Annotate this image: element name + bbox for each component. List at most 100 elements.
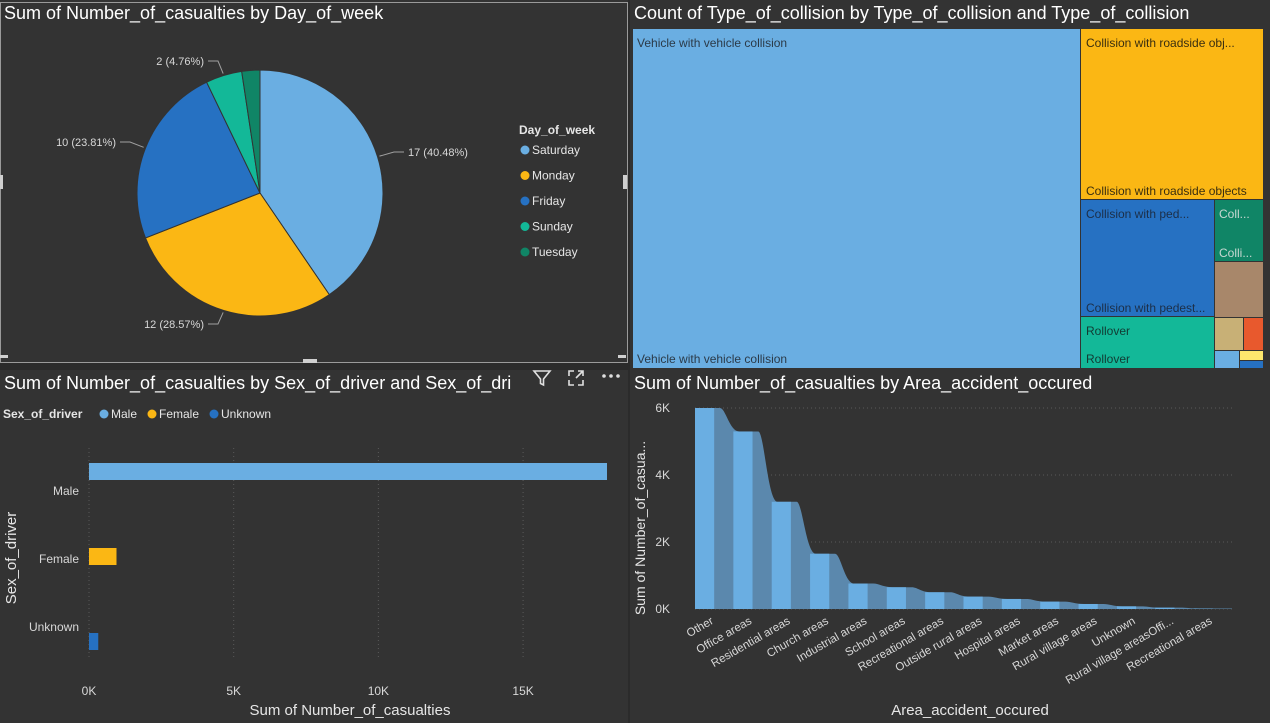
pie-legend-title: Day_of_week bbox=[519, 123, 595, 137]
treemap-label: Collision with roadside objects bbox=[1086, 184, 1247, 198]
focus-mode-icon[interactable] bbox=[566, 368, 586, 393]
bar-x-tick: 15K bbox=[512, 684, 533, 698]
treemap-tile-vehicle[interactable] bbox=[633, 29, 1080, 368]
pie-data-label: 2 (4.76%) bbox=[156, 56, 204, 68]
pie-legend-item[interactable]: Friday bbox=[532, 194, 565, 208]
legend-marker bbox=[99, 409, 109, 419]
bar-legend-item[interactable]: Female bbox=[159, 407, 199, 421]
treemap-tile-pedestrian[interactable] bbox=[1081, 200, 1214, 316]
pie-data-label: 10 (23.81%) bbox=[56, 137, 116, 149]
treemap-label: Colli... bbox=[1219, 246, 1252, 260]
treemap-label: Rollover bbox=[1086, 352, 1130, 366]
treemap-tile-tan[interactable] bbox=[1215, 318, 1243, 350]
pie-leader-line bbox=[379, 151, 404, 157]
legend-marker bbox=[209, 409, 219, 419]
treemap-tile-orange[interactable] bbox=[1244, 318, 1263, 350]
bar-legend-title: Sex_of_driver bbox=[3, 407, 83, 421]
filter-icon[interactable] bbox=[532, 368, 552, 393]
area-chart-panel[interactable]: Sum of Number_of_casualties by Area_acci… bbox=[630, 370, 1270, 723]
area-y-tick: 2K bbox=[655, 535, 670, 549]
area-column[interactable] bbox=[963, 596, 983, 609]
area-column[interactable] bbox=[886, 587, 906, 609]
pie-slice-friday[interactable] bbox=[136, 81, 261, 239]
pie-legend-item[interactable]: Monday bbox=[532, 169, 575, 183]
pie-chart: 17 (40.48%) 12 (28.57%) 10 (23.81%) 2 (4.76… bbox=[56, 56, 595, 331]
resize-handle[interactable] bbox=[303, 359, 317, 363]
area-column[interactable] bbox=[1155, 607, 1175, 609]
legend-marker bbox=[520, 171, 530, 180]
resize-handle[interactable] bbox=[0, 175, 3, 189]
pie-legend-item[interactable]: Tuesday bbox=[532, 245, 578, 259]
bar-male[interactable] bbox=[89, 463, 607, 480]
bar-unknown[interactable] bbox=[89, 633, 99, 650]
treemap-chart: Vehicle with vehicle collision Vehicle w… bbox=[633, 29, 1263, 368]
treemap-label: Collision with ped... bbox=[1086, 207, 1189, 221]
area-column[interactable] bbox=[1001, 598, 1022, 609]
area-column[interactable] bbox=[1040, 601, 1060, 609]
treemap-title: Count of Type_of_collision by Type_of_co… bbox=[634, 3, 1190, 23]
bar-chart: Sex_of_driver Male Female Unknown 0K 5K 10K 15K… bbox=[3, 407, 607, 719]
legend-marker bbox=[520, 222, 530, 231]
treemap-tile-tiny-blue[interactable] bbox=[1240, 361, 1263, 368]
bar-y-tick: Female bbox=[39, 552, 79, 566]
pie-slice-monday[interactable] bbox=[144, 192, 330, 317]
area-column[interactable] bbox=[810, 553, 830, 609]
treemap-label: Coll... bbox=[1219, 207, 1250, 221]
treemap-tile-small-blue[interactable] bbox=[1215, 351, 1239, 368]
bar-y-axis-label: Sex_of_driver bbox=[3, 512, 20, 605]
area-column[interactable] bbox=[848, 583, 868, 609]
area-column[interactable] bbox=[1193, 608, 1213, 609]
treemap-tile-rollover[interactable] bbox=[1081, 317, 1214, 368]
area-y-tick: 6K bbox=[655, 401, 670, 415]
area-y-tick: 0K bbox=[655, 602, 670, 616]
area-column[interactable] bbox=[1078, 603, 1098, 609]
legend-marker bbox=[520, 145, 530, 155]
area-chart-title: Sum of Number_of_casualties by Area_acci… bbox=[634, 373, 1093, 393]
pie-leader-line bbox=[120, 141, 144, 148]
treemap-label: Collision with roadside obj... bbox=[1086, 36, 1235, 50]
pie-legend-item[interactable]: Saturday bbox=[532, 143, 580, 157]
resize-handle[interactable] bbox=[618, 355, 626, 358]
treemap-label: Rollover bbox=[1086, 324, 1130, 338]
bar-x-tick: 5K bbox=[226, 684, 241, 698]
pie-legend-item[interactable]: Sunday bbox=[532, 220, 573, 234]
pie-data-label: 17 (40.48%) bbox=[408, 147, 468, 159]
pie-chart-title: Sum of Number_of_casualties by Day_of_we… bbox=[4, 3, 384, 23]
area-column[interactable] bbox=[925, 592, 945, 609]
treemap-label: Vehicle with vehicle collision bbox=[637, 36, 787, 50]
bar-legend-item[interactable]: Unknown bbox=[221, 407, 271, 421]
area-x-axis-label: Area_accident_occured bbox=[891, 702, 1049, 719]
resize-handle[interactable] bbox=[0, 355, 8, 358]
area-column[interactable] bbox=[771, 501, 791, 609]
resize-handle[interactable] bbox=[623, 175, 627, 189]
legend-marker bbox=[147, 409, 157, 419]
treemap-panel[interactable]: Count of Type_of_collision by Type_of_co… bbox=[630, 0, 1270, 370]
area-y-axis-label: Sum of Number_of_casua... bbox=[632, 441, 648, 615]
area-column[interactable] bbox=[695, 408, 715, 609]
pie-leader-line bbox=[208, 60, 224, 74]
bar-y-tick: Unknown bbox=[29, 620, 79, 634]
bar-x-axis-label: Sum of Number_of_casualties bbox=[250, 702, 451, 719]
legend-marker bbox=[520, 196, 530, 206]
treemap-tile-roadside[interactable] bbox=[1081, 29, 1263, 199]
bar-legend-item[interactable]: Male bbox=[111, 407, 137, 421]
area-column[interactable] bbox=[1116, 606, 1137, 609]
bar-chart-panel[interactable]: Sum of Number_of_casualties by Sex_of_dr… bbox=[0, 370, 628, 723]
pie-slice-saturday[interactable] bbox=[259, 69, 384, 296]
area-column[interactable] bbox=[733, 431, 753, 609]
bar-x-tick: 10K bbox=[368, 684, 389, 698]
treemap-tile-brown[interactable] bbox=[1215, 262, 1263, 317]
treemap-tile-yellow[interactable] bbox=[1240, 351, 1263, 360]
pie-leader-line bbox=[208, 312, 224, 325]
bar-female[interactable] bbox=[89, 548, 117, 565]
treemap-label: Collision with pedest... bbox=[1086, 301, 1205, 315]
area-y-tick: 4K bbox=[655, 468, 670, 482]
bar-y-tick: Male bbox=[53, 484, 79, 498]
more-options-icon[interactable] bbox=[600, 366, 622, 391]
treemap-tile-coll[interactable] bbox=[1215, 200, 1263, 261]
pie-chart-panel[interactable]: Sum of Number_of_casualties by Day_of_we… bbox=[0, 0, 628, 362]
pie-slice-tuesday[interactable] bbox=[241, 69, 261, 194]
legend-marker bbox=[520, 247, 530, 257]
pie-data-label: 12 (28.57%) bbox=[144, 319, 204, 331]
